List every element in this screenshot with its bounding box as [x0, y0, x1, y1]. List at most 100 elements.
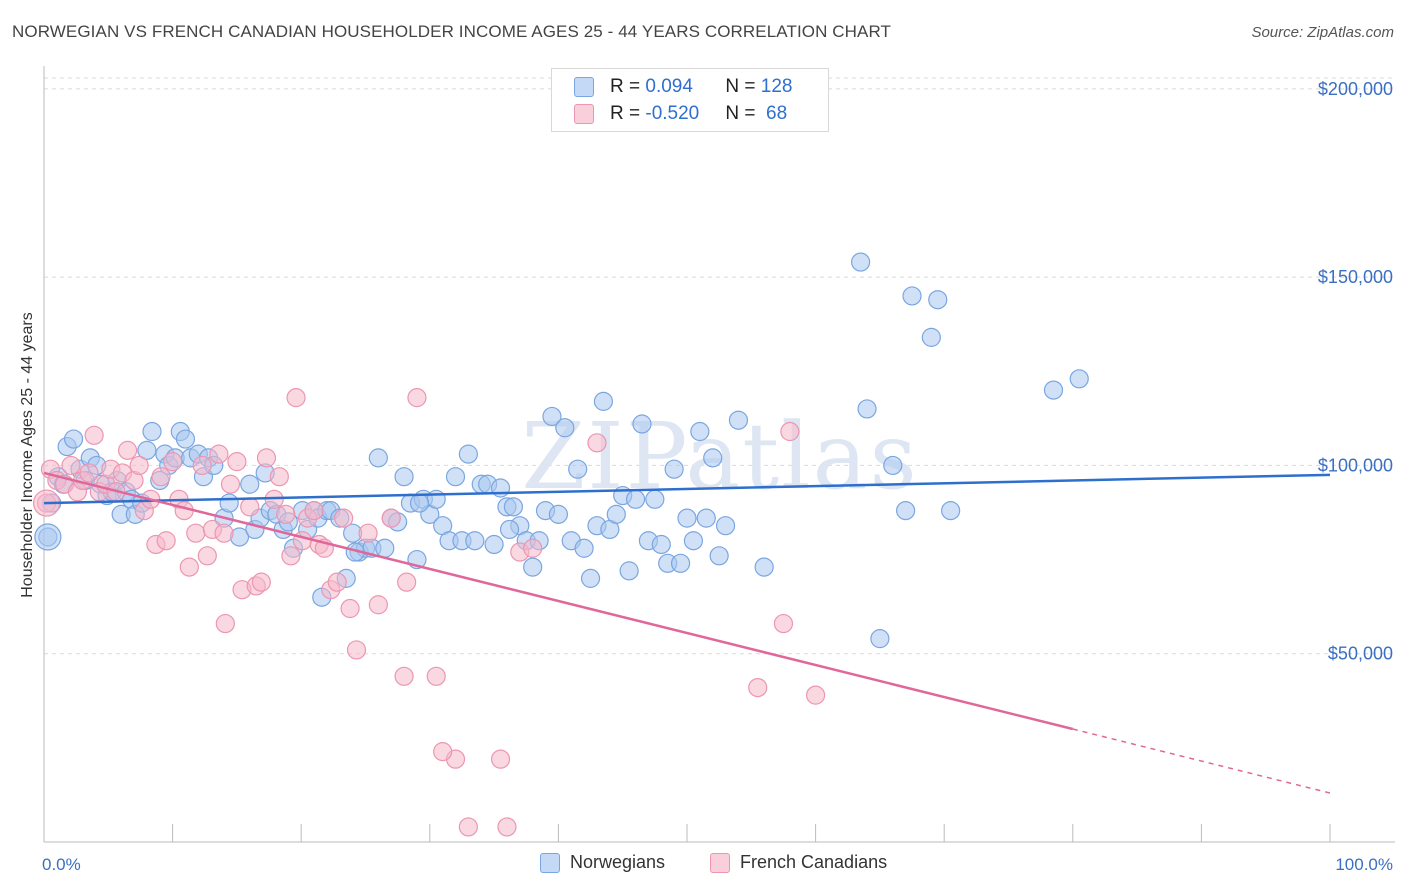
norwegians-point [683, 531, 704, 551]
french-canadians-point [61, 455, 81, 476]
norwegians-point [542, 406, 562, 427]
norwegians-point [219, 493, 239, 513]
norwegians-point [394, 467, 414, 487]
french-canadians-point [490, 749, 511, 769]
french-canadians-point [276, 504, 296, 524]
french-canadians-point [84, 425, 104, 445]
norwegians-point [664, 459, 684, 479]
norwegians-point [851, 252, 871, 272]
french-canadians-trend-extension [1072, 728, 1331, 794]
legend-label-french-canadians: French Canadians [740, 852, 888, 872]
norwegians-point [375, 538, 395, 558]
french-canadians-point [304, 501, 324, 521]
french-canadians-point [214, 523, 234, 543]
legend-item-norwegians: Norwegians [540, 852, 665, 873]
norwegians-point [574, 538, 594, 558]
legend-r-value: -0.520 [645, 103, 700, 124]
french-canadians-point [269, 467, 289, 487]
axes [43, 66, 1395, 843]
legend-r-value: 0.094 [645, 76, 693, 97]
french-canadians-point [523, 538, 543, 558]
norwegians-point [902, 286, 922, 306]
french-canadians-point [240, 497, 260, 517]
french-canadians-point [129, 455, 149, 476]
tick-labels: $50,000 $100,000 $150,000 $200,000 0.0% 100.0… [42, 79, 1393, 874]
french-canadians-swatch [574, 104, 594, 124]
legend-n-value: 68 [760, 103, 788, 124]
french-canadians-point [215, 613, 235, 634]
norwegians-point [34, 523, 62, 551]
norwegians-point [896, 501, 916, 521]
norwegians-point [921, 327, 941, 347]
norwegians-swatch [574, 77, 594, 97]
norwegians-point [677, 508, 697, 528]
norwegians-point [593, 391, 614, 411]
norwegians-point [548, 504, 569, 524]
french-canadians-point [426, 666, 446, 686]
grid-lines [44, 77, 1395, 655]
norwegians-point [409, 493, 430, 513]
french-canadians-point [805, 685, 826, 705]
french-canadians-point [397, 572, 417, 592]
french-canadians-point [458, 817, 478, 837]
french-canadians-point [497, 817, 517, 837]
legend-n-value: 128 [760, 76, 793, 97]
french-canadians-point [346, 640, 367, 660]
norwegians-point [580, 568, 601, 588]
french-canadians-trend-line [43, 471, 1074, 731]
norwegians-point [555, 418, 575, 438]
legend-row-norwegians: R = 0.094 N = 128 [574, 75, 792, 99]
french-canadians-point [327, 572, 347, 592]
x-tick-label: 100.0% [1335, 855, 1393, 874]
french-canadians-point [394, 666, 414, 686]
legend-row-french-canadians: R = -0.520 N = 68 [574, 102, 787, 126]
norwegians-point [715, 516, 736, 536]
legend-r-label: R = [610, 76, 646, 97]
correlation-legend: R = 0.094 N = 128 R = -0.520 N = 68 [551, 68, 829, 132]
french-canadians-point [220, 474, 241, 494]
norwegians-point [625, 489, 646, 509]
legend-n-label: N = [725, 76, 761, 97]
norwegians-point [499, 519, 520, 540]
norwegians-point [619, 561, 639, 581]
norwegians-point [709, 546, 729, 566]
legend-n-label: N = [725, 103, 761, 124]
french-canadians-point [186, 523, 206, 543]
french-canadians-point [256, 448, 277, 468]
norwegians-point [1043, 380, 1064, 400]
legend-r-label: R = [610, 103, 646, 124]
norwegians-point [503, 497, 523, 517]
norwegians-point [568, 459, 588, 479]
norwegians-point [240, 474, 260, 494]
y-tick-label: $50,000 [1328, 644, 1393, 664]
norwegians-point [606, 504, 626, 524]
norwegians-swatch [540, 852, 560, 873]
norwegians-trend-line [43, 473, 1331, 505]
french-canadians-point [407, 388, 427, 408]
norwegians-point [754, 557, 774, 577]
french-canadians-point [163, 452, 183, 472]
french-canadians-point [433, 742, 453, 762]
french-canadians-point [79, 463, 99, 483]
french-canadians-point [368, 595, 388, 615]
y-tick-label: $200,000 [1318, 79, 1393, 99]
norwegians-point [928, 290, 948, 310]
norwegians-point [690, 421, 710, 442]
legend-label-norwegians: Norwegians [570, 852, 666, 872]
norwegians-point [857, 399, 877, 419]
french-canadians-point [209, 444, 229, 464]
norwegians-point [941, 501, 961, 521]
french-canadians-point [748, 677, 768, 698]
french-canadians-point [156, 531, 176, 551]
norwegians-point [484, 534, 504, 555]
french-canadians-point [358, 523, 378, 543]
french-canadians-point [286, 388, 306, 408]
french-canadians-point [587, 433, 607, 453]
french-canadians-point [381, 508, 401, 528]
norwegians-point [142, 421, 162, 442]
french-canadians-point [334, 508, 354, 528]
legend-item-french-canadians: French Canadians [710, 852, 887, 873]
norwegians-point [651, 534, 671, 555]
french-canadians-point [192, 455, 212, 476]
